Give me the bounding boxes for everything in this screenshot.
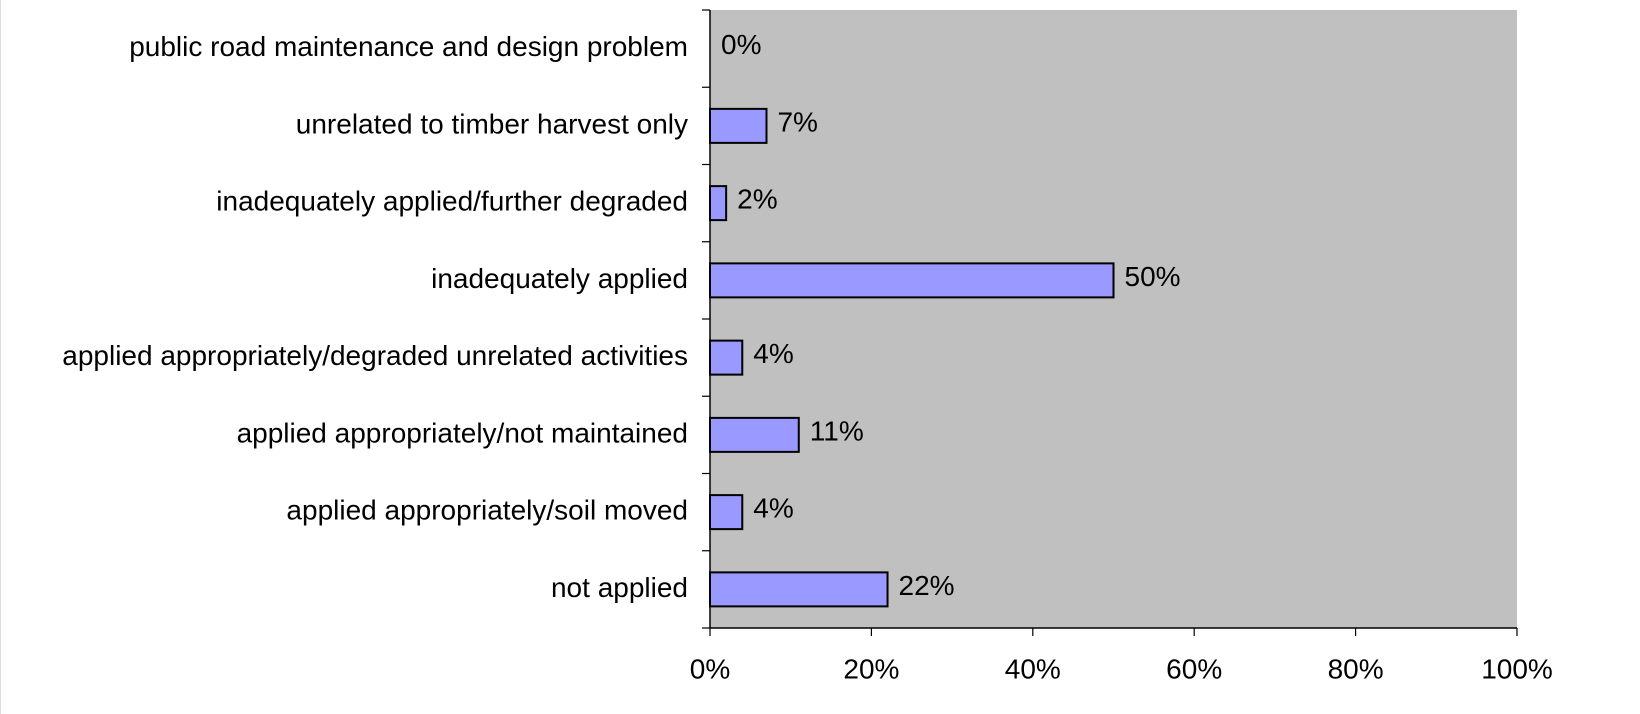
value-label: 22%: [899, 570, 955, 601]
y-tick-label: applied appropriately/degraded unrelated…: [62, 340, 688, 371]
bar: [709, 494, 744, 531]
bar: [709, 107, 768, 144]
x-tick-label: 100%: [1481, 653, 1553, 684]
bar: [709, 416, 800, 453]
bar: [709, 571, 889, 608]
y-tick-label: applied appropriately/soil moved: [286, 495, 688, 526]
value-label: 4%: [753, 338, 793, 369]
y-tick-label: public road maintenance and design probl…: [129, 31, 688, 62]
value-label: 7%: [777, 106, 817, 137]
x-tick-label: 80%: [1328, 653, 1384, 684]
y-tick-label: inadequately applied/further degraded: [216, 186, 688, 217]
x-tick-label: 0%: [690, 653, 730, 684]
x-tick-label: 40%: [1005, 653, 1061, 684]
y-tick-label: not applied: [551, 572, 688, 603]
plot-area: [710, 10, 1517, 628]
y-tick-label: applied appropriately/not maintained: [237, 417, 688, 448]
x-tick-label: 20%: [843, 653, 899, 684]
value-label: 11%: [810, 415, 864, 446]
bar: [709, 185, 728, 222]
bar: [709, 262, 1115, 299]
x-tick-label: 60%: [1166, 653, 1222, 684]
value-label: 2%: [737, 184, 777, 215]
value-label: 50%: [1125, 261, 1181, 292]
y-tick-label: unrelated to timber harvest only: [296, 108, 688, 139]
bar: [709, 339, 744, 376]
value-label: 0%: [721, 29, 761, 60]
y-tick-label: inadequately applied: [431, 263, 688, 294]
value-label: 4%: [753, 493, 793, 524]
